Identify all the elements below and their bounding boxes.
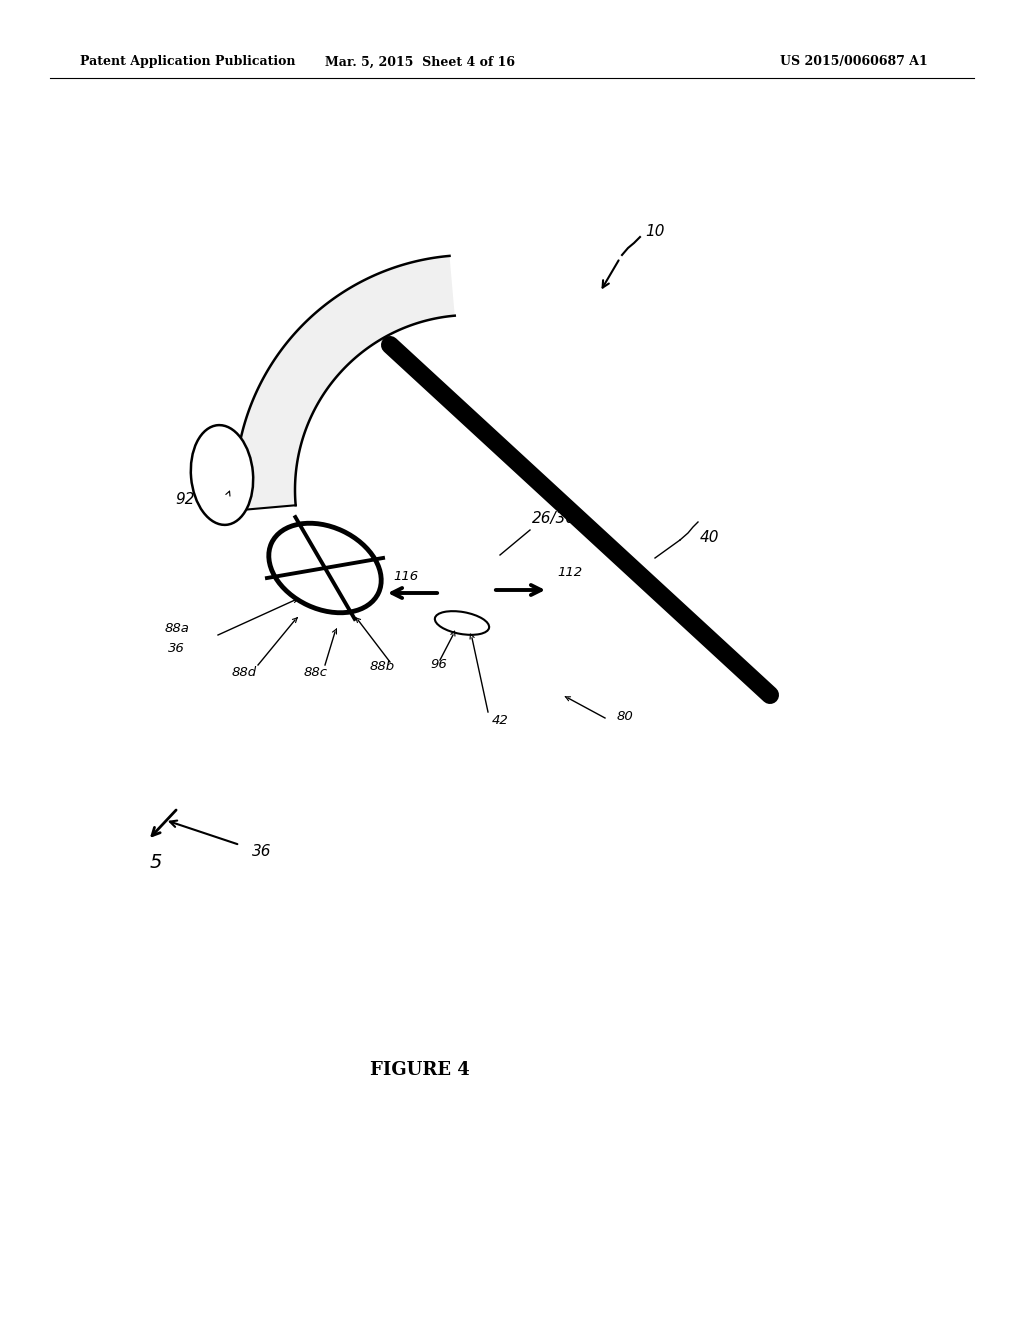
Ellipse shape: [268, 523, 381, 612]
Text: 88c: 88c: [304, 665, 328, 678]
Text: Patent Application Publication: Patent Application Publication: [80, 55, 296, 69]
Text: 80: 80: [617, 710, 634, 722]
Text: 40: 40: [700, 529, 720, 544]
Ellipse shape: [435, 611, 489, 635]
Text: 112: 112: [557, 565, 582, 578]
Text: FIGURE 4: FIGURE 4: [370, 1061, 470, 1078]
Text: 26/30: 26/30: [532, 511, 577, 525]
Text: 88a: 88a: [165, 622, 189, 635]
Text: US 2015/0060687 A1: US 2015/0060687 A1: [780, 55, 928, 69]
Text: 36: 36: [168, 642, 184, 655]
Text: 36: 36: [252, 845, 271, 859]
Text: 88d: 88d: [232, 665, 257, 678]
Text: 5: 5: [150, 853, 163, 871]
Text: 96: 96: [430, 657, 446, 671]
Text: 92: 92: [175, 492, 195, 507]
Text: 116: 116: [393, 569, 418, 582]
Text: 88b: 88b: [370, 660, 395, 672]
Polygon shape: [234, 256, 455, 511]
Text: 42: 42: [492, 714, 509, 726]
Ellipse shape: [190, 425, 253, 525]
Text: 10: 10: [645, 224, 665, 239]
Text: Mar. 5, 2015  Sheet 4 of 16: Mar. 5, 2015 Sheet 4 of 16: [325, 55, 515, 69]
